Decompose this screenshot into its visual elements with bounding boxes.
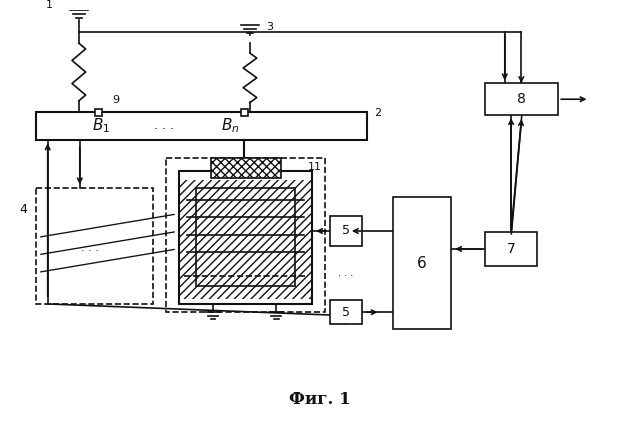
Text: 9: 9 [112, 95, 119, 104]
Bar [36, 188, 153, 304]
Text: $B_n$: $B_n$ [221, 117, 240, 135]
Text: 11: 11 [307, 162, 321, 172]
Bar [211, 158, 281, 178]
Bar [485, 232, 537, 266]
Bar [36, 113, 367, 140]
Text: 6: 6 [417, 255, 427, 271]
Bar [166, 158, 325, 312]
Text: 1: 1 [46, 0, 53, 11]
Text: $B_1$: $B_1$ [92, 117, 110, 135]
Text: . . .: . . . [81, 243, 99, 253]
Text: 5: 5 [342, 306, 350, 319]
Bar [179, 171, 312, 304]
Text: 3: 3 [266, 22, 273, 32]
Text: . . .: . . . [154, 119, 174, 132]
Bar [330, 300, 362, 324]
Text: Фиг. 1: Фиг. 1 [289, 391, 351, 408]
Text: 8: 8 [517, 92, 526, 106]
Bar [393, 197, 451, 329]
Text: 5: 5 [342, 225, 350, 237]
Bar [485, 83, 558, 115]
Text: 4: 4 [19, 203, 28, 216]
Text: 10: 10 [250, 161, 264, 171]
Text: 2: 2 [374, 108, 381, 118]
Bar [241, 109, 248, 116]
Bar [95, 109, 102, 116]
Text: . . .: . . . [338, 268, 353, 278]
Text: 7: 7 [507, 242, 515, 256]
Bar [179, 181, 312, 299]
Bar [330, 217, 362, 246]
Bar [196, 188, 294, 286]
